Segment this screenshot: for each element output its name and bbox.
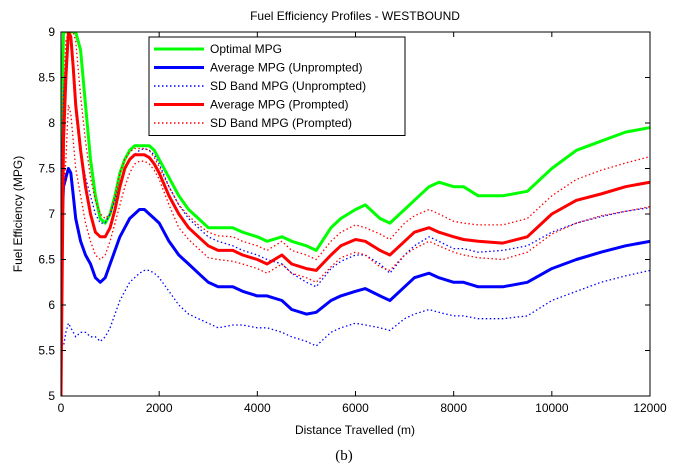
y-tick-label-3: 6.5 [38,253,55,267]
series-line-optimal-mpg-0 [61,32,650,252]
legend-label-0: Optimal MPG [210,42,282,56]
figure-caption: (b) [335,448,353,464]
y-tick-label-8: 9 [48,25,55,39]
x-axis-title: Distance Travelled (m) [295,423,415,437]
legend-label-2: SD Band MPG (Unprompted) [210,79,366,93]
series-line-average-mpg-prompted-4 [61,32,650,396]
legend-label-1: Average MPG (Unprompted) [210,61,363,75]
y-tick-label-4: 7 [48,207,55,221]
series-group [61,32,650,396]
x-tick-label-1: 2000 [146,401,173,415]
x-tick-label-2: 4000 [244,401,271,415]
y-tick-label-7: 8.5 [38,71,55,85]
legend-label-3: Average MPG (Prompted) [210,98,349,112]
series-line-sd-band-mpg-unprompted-2 [61,269,650,347]
y-tick-label-5: 7.5 [38,162,55,176]
legend-box [148,36,406,136]
y-tick-label-2: 6 [48,298,55,312]
x-tick-label-4: 8000 [440,401,467,415]
y-tick-label-6: 8 [48,116,55,130]
chart-title: Fuel Efficiency Profiles - WESTBOUND [250,9,460,23]
series-line-average-mpg-unprompted-1 [61,167,650,316]
y-tick-label-1: 5.5 [38,344,55,358]
fuel-efficiency-chart: Fuel Efficiency Profiles - WESTBOUND 0 20… [11,9,667,437]
x-tick-label-5: 10000 [535,401,569,415]
x-tick-label-0: 0 [58,401,65,415]
y-axis-title: Fuel Efficiency (MPG) [11,156,25,272]
x-tick-label-6: 12000 [633,401,667,415]
legend-label-4: SD Band MPG (Prompted) [210,116,352,130]
y-tick-label-0: 5 [48,389,55,403]
x-tick-label-3: 6000 [342,401,369,415]
series-line-sd-band-mpg-prompted-6 [61,32,650,261]
legend: Optimal MPG Average MPG (Unprompted) SD Ba… [148,36,406,136]
